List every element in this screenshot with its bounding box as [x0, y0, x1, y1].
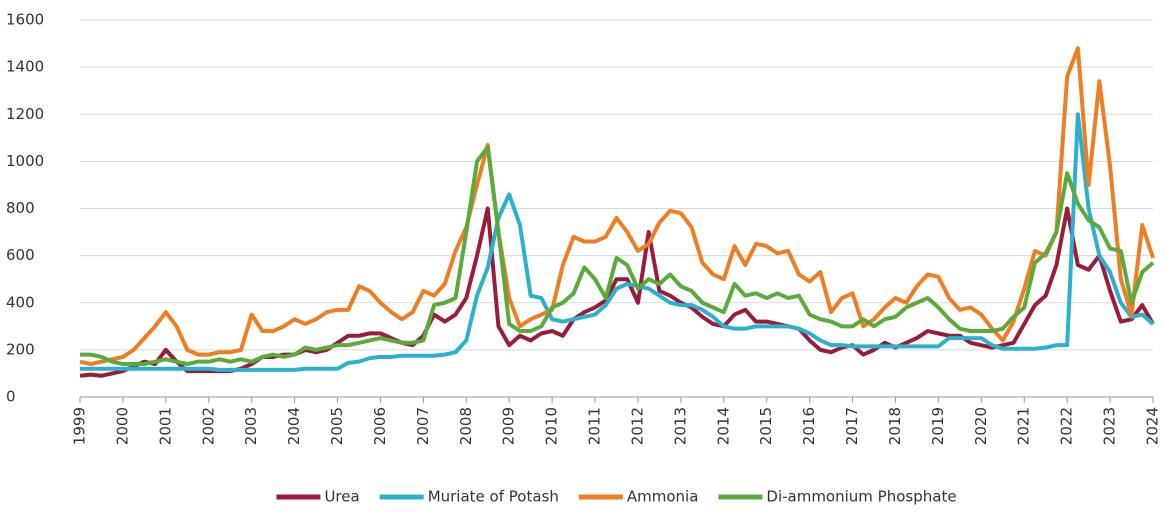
x-tick-label: 2012: [628, 407, 646, 445]
x-tick-label: 2006: [371, 407, 389, 445]
x-tick-label: 2009: [500, 407, 518, 445]
x-tick-label: 2001: [156, 407, 174, 445]
series-line: [80, 145, 1155, 367]
x-tick-label: 2011: [586, 407, 604, 445]
series-line: [79, 46, 1155, 367]
y-tick-label: 200: [6, 340, 35, 358]
x-tick-label: 2003: [242, 407, 260, 445]
legend-label: Urea: [324, 488, 359, 506]
x-tick-label: 2004: [285, 407, 303, 445]
x-tick-label: 2014: [714, 407, 732, 445]
x-tick-label: 2016: [800, 407, 818, 445]
legend-label: Di-ammonium Phosphate: [766, 488, 956, 506]
x-tick-label: 1999: [71, 407, 89, 445]
legend-label: Muriate of Potash: [428, 488, 559, 506]
y-tick-label: 400: [6, 293, 35, 311]
x-tick-label: 2021: [1015, 407, 1033, 445]
series-line: [80, 112, 1155, 372]
y-tick-label: 1400: [6, 58, 44, 76]
x-tick-label: 2023: [1101, 407, 1119, 445]
y-tick-label: 600: [6, 246, 35, 264]
x-tick-label: 2007: [414, 407, 432, 445]
legend-label: Ammonia: [627, 488, 699, 506]
x-tick-label: 2017: [843, 407, 861, 445]
y-tick-label: 1200: [6, 105, 44, 123]
x-tick-label: 2022: [1058, 407, 1076, 445]
y-tick-label: 800: [6, 199, 35, 217]
x-tick-label: 2000: [113, 407, 131, 445]
x-tick-label: 2008: [457, 407, 475, 445]
x-tick-label: 2002: [199, 407, 217, 445]
y-tick-label: 1600: [6, 11, 44, 29]
x-tick-label: 2010: [543, 407, 561, 445]
x-tick-label: 2015: [757, 407, 775, 445]
x-tick-label: 2018: [886, 407, 904, 445]
x-tick-label: 2013: [671, 407, 689, 445]
x-tick-label: 2024: [1144, 407, 1162, 445]
y-tick-label: 0: [6, 388, 16, 406]
y-tick-label: 1000: [6, 152, 44, 170]
x-tick-label: 2005: [328, 407, 346, 445]
x-tick-label: 2019: [929, 407, 947, 445]
x-tick-label: 2020: [972, 407, 990, 445]
